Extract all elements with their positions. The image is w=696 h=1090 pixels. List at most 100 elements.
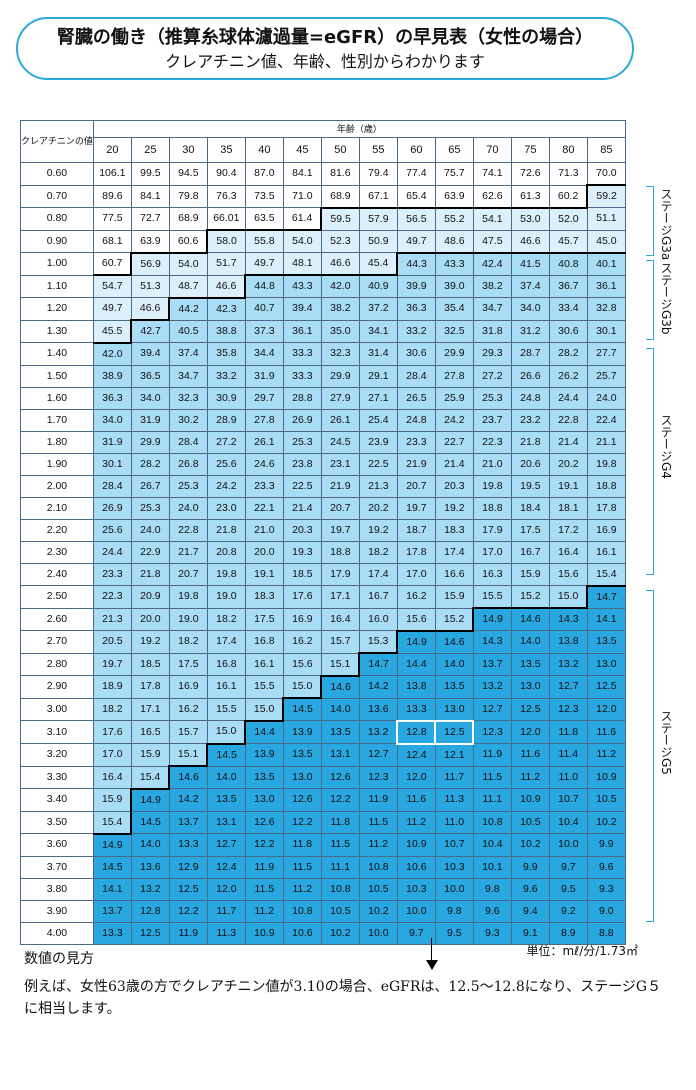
egfr-cell: 15.9 (92, 788, 132, 812)
egfr-cell: 24.8 (510, 386, 550, 410)
creatinine-value: 0.90 (20, 229, 94, 253)
egfr-cell: 16.1 (586, 540, 626, 564)
egfr-cell: 34.7 (168, 364, 208, 388)
egfr-cell: 81.6 (320, 162, 360, 186)
egfr-cell: 44.2 (168, 296, 208, 321)
egfr-cell: 61.3 (510, 184, 550, 208)
table-row: 3.60 14.9 14.0 13.3 12.7 12.2 11.8 11.5 11.2 10.9… (20, 832, 626, 857)
creatinine-value: 2.60 (20, 607, 94, 631)
egfr-cell: 12.2 (244, 833, 284, 857)
egfr-cell: 16.1 (244, 652, 284, 676)
egfr-cell: 40.5 (168, 319, 208, 343)
egfr-cell: 10.2 (320, 921, 360, 945)
egfr-cell: 10.0 (396, 899, 436, 923)
age-col-header: 75 (510, 137, 550, 163)
egfr-cell: 15.3 (358, 630, 398, 654)
egfr-cell: 24.2 (434, 408, 474, 432)
egfr-cell: 11.5 (282, 855, 322, 879)
egfr-cell: 11.2 (244, 899, 284, 923)
egfr-cell: 14.5 (206, 742, 246, 767)
egfr-cell: 38.8 (206, 319, 246, 343)
egfr-cell: 12.3 (472, 720, 512, 744)
egfr-cell: 10.6 (396, 855, 436, 879)
egfr-cell: 11.2 (358, 833, 398, 857)
egfr-cell: 15.9 (434, 585, 474, 609)
egfr-cell: 36.5 (130, 364, 170, 388)
creatinine-value: 0.60 (20, 162, 94, 186)
egfr-cell: 12.7 (472, 697, 512, 721)
egfr-cell: 13.0 (586, 652, 626, 676)
egfr-cell: 9.2 (548, 899, 588, 923)
egfr-cell: 13.9 (282, 720, 322, 744)
creatinine-value: 1.50 (20, 364, 94, 388)
table-row: 1.20 49.7 46.6 44.2 42.3 40.7 39.4 38.2 37.2 36.3… (20, 296, 626, 321)
egfr-cell: 15.7 (320, 630, 360, 654)
egfr-cell: 12.0 (586, 697, 626, 721)
egfr-cell: 59.2 (586, 184, 626, 208)
egfr-cell: 18.5 (130, 652, 170, 676)
egfr-cell: 35.8 (206, 342, 246, 366)
egfr-cell: 10.3 (396, 877, 436, 901)
egfr-cell: 18.2 (358, 540, 398, 564)
egfr-cell: 20.5 (92, 630, 132, 654)
egfr-cell: 28.2 (548, 342, 588, 366)
egfr-cell: 9.7 (396, 921, 436, 945)
egfr-cell: 46.6 (510, 229, 550, 253)
egfr-cell: 10.6 (282, 921, 322, 945)
stage-bracket-g4 (646, 348, 654, 575)
egfr-cell: 39.9 (396, 274, 436, 298)
egfr-cell: 17.2 (548, 518, 588, 542)
egfr-cell: 37.4 (168, 342, 208, 366)
egfr-cell: 23.2 (510, 408, 550, 432)
egfr-cell: 14.5 (92, 855, 132, 879)
egfr-cell: 10.2 (358, 899, 398, 923)
egfr-cell: 21.0 (472, 452, 512, 476)
egfr-cell: 34.4 (244, 342, 284, 366)
egfr-cell: 11.7 (206, 899, 246, 923)
stage-bracket-g3a (646, 186, 654, 256)
egfr-cell: 12.3 (548, 697, 588, 721)
egfr-cell: 13.7 (472, 652, 512, 676)
egfr-cell: 10.5 (510, 810, 550, 834)
egfr-cell: 15.4 (92, 810, 132, 834)
egfr-cell: 18.2 (206, 607, 246, 631)
egfr-cell: 56.9 (130, 251, 170, 276)
egfr-cell: 106.1 (92, 162, 132, 186)
egfr-cell: 17.1 (130, 697, 170, 721)
egfr-cell: 42.4 (472, 251, 512, 276)
egfr-cell: 21.4 (548, 430, 588, 454)
egfr-cell: 60.6 (168, 229, 208, 253)
egfr-cell: 17.4 (358, 562, 398, 586)
egfr-cell: 15.0 (206, 720, 246, 744)
egfr-cell: 37.2 (358, 297, 398, 321)
creatinine-value: 3.60 (20, 833, 94, 857)
egfr-cell: 10.7 (548, 788, 588, 812)
egfr-cell: 50.9 (358, 229, 398, 253)
egfr-cell: 28.4 (168, 430, 208, 454)
egfr-cell: 24.8 (396, 408, 436, 432)
egfr-cell: 14.0 (320, 697, 360, 721)
creatinine-header: クレアチニンの値 (20, 120, 94, 163)
table-row: 2.10 26.9 25.3 24.0 23.0 22.1 21.4 20.7 20.2 19.7… (20, 496, 626, 520)
egfr-cell: 31.8 (472, 319, 512, 343)
egfr-cell: 32.5 (434, 319, 474, 343)
egfr-cell: 9.6 (586, 855, 626, 879)
egfr-cell: 13.0 (510, 675, 550, 699)
egfr-cell: 76.3 (206, 184, 246, 208)
egfr-cell: 12.8 (396, 719, 437, 745)
egfr-cell: 52.3 (320, 229, 360, 253)
egfr-cell: 22.8 (168, 518, 208, 542)
egfr-cell: 17.8 (130, 675, 170, 699)
table-row: 1.70 34.0 31.9 30.2 28.9 27.8 26.9 26.1 25.4 24.8… (20, 408, 626, 432)
egfr-cell: 24.0 (168, 496, 208, 520)
egfr-cell: 57.9 (358, 206, 398, 231)
egfr-cell: 19.1 (548, 474, 588, 498)
egfr-cell: 14.6 (168, 765, 208, 789)
creatinine-value: 4.00 (20, 921, 94, 945)
egfr-cell: 12.0 (206, 877, 246, 901)
egfr-cell: 14.9 (396, 629, 436, 654)
creatinine-value: 2.20 (20, 518, 94, 542)
egfr-cell: 36.3 (396, 297, 436, 321)
egfr-cell: 27.9 (320, 386, 360, 410)
egfr-cell: 79.4 (358, 162, 398, 186)
